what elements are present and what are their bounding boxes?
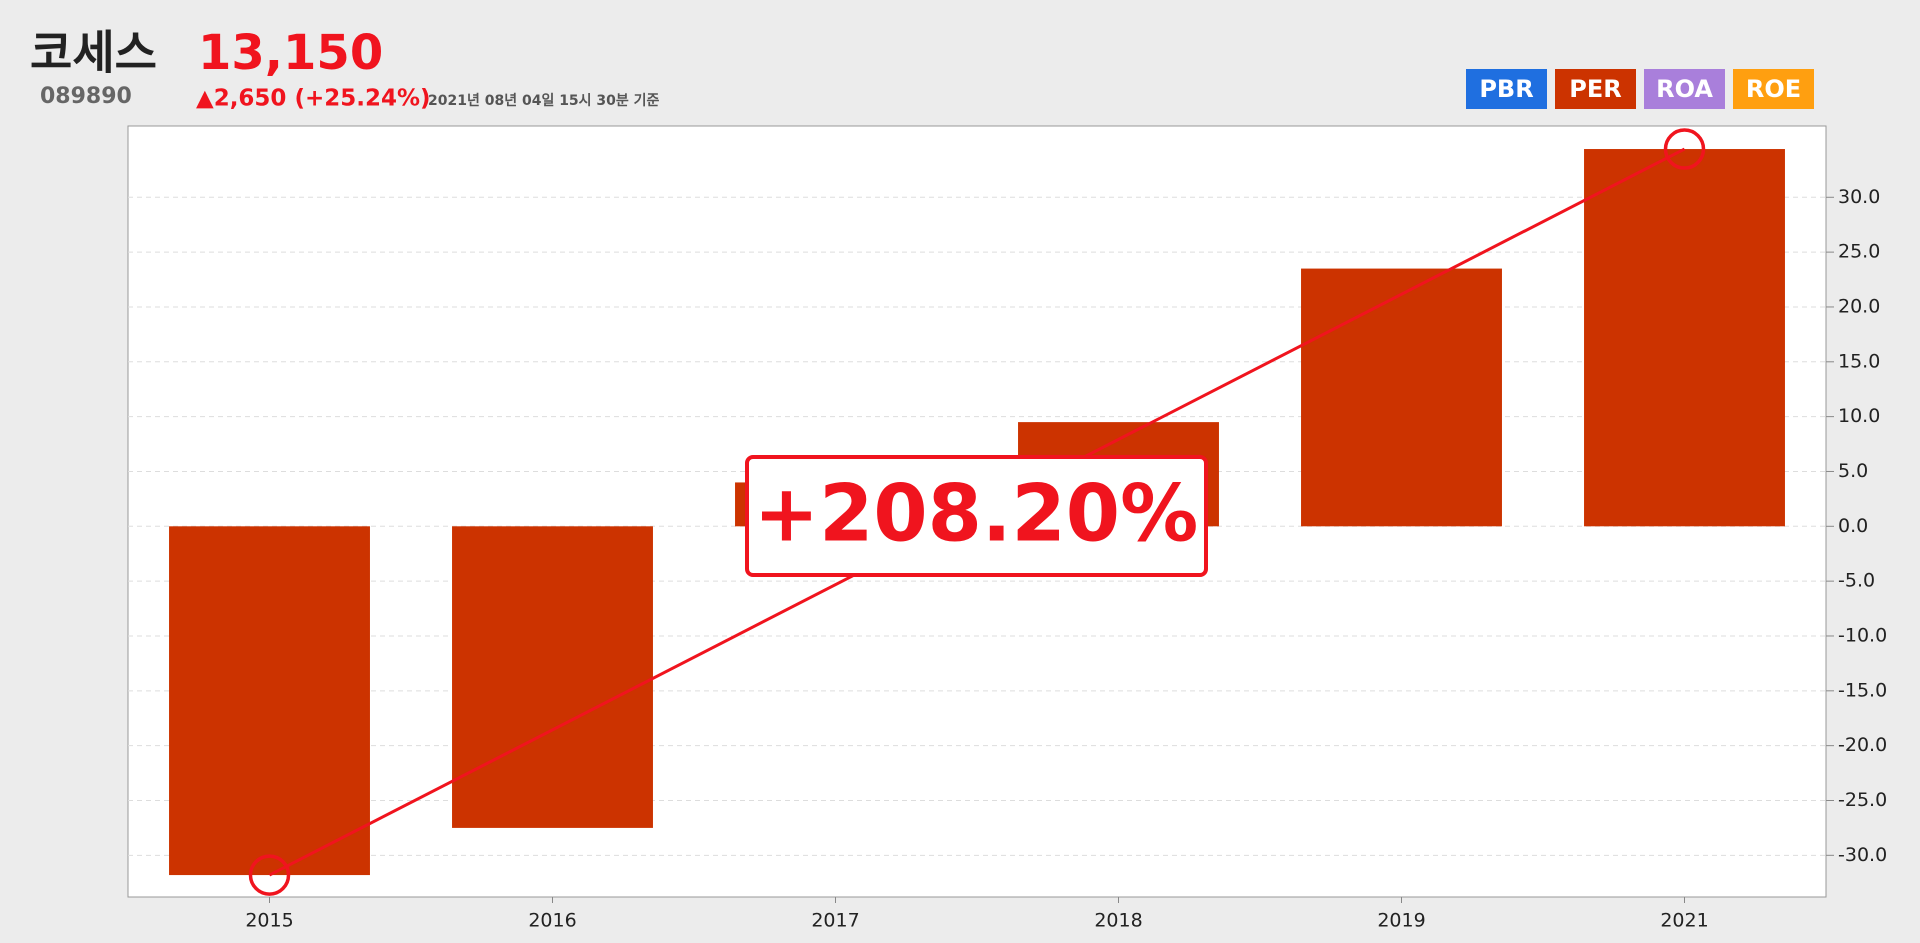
bar (169, 526, 370, 876)
tab-label[interactable]: PER (1569, 75, 1621, 103)
price-change: ▲2,650 (+25.24%) (196, 86, 431, 112)
bar (452, 526, 653, 828)
point-marker (1663, 128, 1706, 170)
annotation-box (745, 455, 1208, 577)
stock-code: 089890 (40, 84, 132, 109)
y-tick-label: -30.0 (1838, 844, 1887, 866)
tab-button[interactable] (1555, 69, 1636, 109)
y-tick-label: -5.0 (1838, 570, 1875, 592)
y-tick-label: -25.0 (1838, 789, 1887, 811)
y-tick-label: -10.0 (1838, 624, 1887, 646)
timestamp: 2021년 08년 04일 15시 30분 기준 (428, 93, 660, 109)
tab-label[interactable]: PBR (1479, 75, 1533, 103)
tab-button[interactable] (1733, 69, 1814, 109)
point-marker (248, 854, 291, 896)
y-tick-label: -15.0 (1838, 679, 1887, 701)
x-tick-label: 2019 (1377, 910, 1425, 932)
stock-name: 코세스 (30, 26, 157, 80)
tab-label[interactable]: ROA (1656, 75, 1713, 103)
bar (1301, 268, 1502, 527)
bar (1584, 149, 1785, 527)
x-tick-label: 2017 (811, 910, 859, 932)
y-tick-label: 25.0 (1838, 241, 1880, 263)
annotation: +208.20% (754, 469, 1199, 559)
y-tick-label: 20.0 (1838, 295, 1880, 317)
y-tick-label: 30.0 (1838, 186, 1880, 208)
tab-button[interactable] (1466, 69, 1547, 109)
x-tick-label: 2021 (1660, 910, 1708, 932)
y-tick-label: 0.0 (1838, 515, 1868, 537)
y-tick-label: 10.0 (1838, 405, 1880, 427)
tab-label[interactable]: ROE (1746, 75, 1801, 103)
x-tick-label: 2018 (1094, 910, 1142, 932)
y-tick-label: 15.0 (1838, 350, 1880, 372)
price: 13,150 (198, 25, 383, 81)
x-tick-label: 2015 (245, 910, 293, 932)
y-tick-label: -20.0 (1838, 734, 1887, 756)
y-tick-label: 5.0 (1838, 460, 1868, 482)
x-tick-label: 2016 (528, 910, 576, 932)
tab-button[interactable] (1644, 69, 1725, 109)
